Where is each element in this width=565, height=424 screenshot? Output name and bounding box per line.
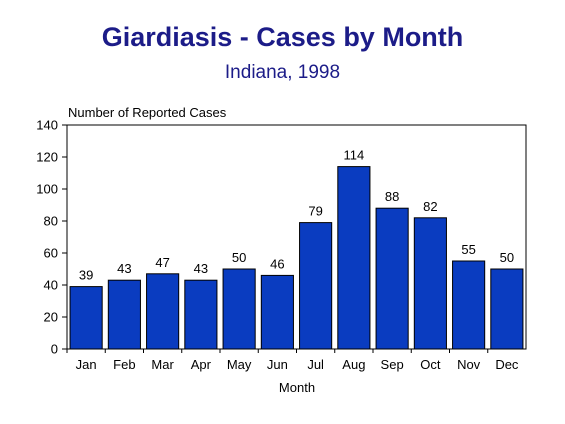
bar-jul: [299, 222, 333, 350]
bar-sep: [375, 207, 409, 350]
data-label-sep: 88: [385, 189, 399, 204]
x-tick-label-feb: Feb: [113, 357, 135, 372]
y-tick-label: 0: [51, 342, 58, 357]
data-label-oct: 82: [423, 199, 437, 214]
chart-subtitle: Indiana, 1998: [224, 62, 341, 83]
x-tick-label-may: May: [227, 357, 252, 372]
y-tick-label: 120: [36, 150, 58, 165]
x-axis-labels: Jan Feb Mar Apr May Jun Jul Aug Sep Oct Nov Dec: [66, 349, 519, 372]
data-label-may: 50: [232, 250, 246, 265]
bar-jan: [69, 286, 103, 350]
y-axis-title: Number of Reported Cases: [68, 105, 227, 120]
bar-nov: [452, 260, 486, 350]
x-tick-label-apr: Apr: [191, 357, 212, 372]
bar-may: [222, 268, 256, 350]
x-tick-label-jan: Jan: [76, 357, 97, 372]
y-tick-label: 80: [44, 214, 58, 229]
x-axis-title: Month: [279, 380, 315, 395]
x-tick-label-jul: Jul: [307, 357, 324, 372]
data-label-apr: 43: [194, 261, 208, 276]
x-tick-label-nov: Nov: [457, 357, 481, 372]
data-label-dec: 50: [500, 250, 514, 265]
y-tick-label: 140: [36, 118, 58, 133]
x-tick-label-sep: Sep: [381, 357, 404, 372]
bars-group: 39 43 47 43 50 46 79 114 88 82 55 50: [69, 148, 524, 350]
data-label-jan: 39: [79, 268, 93, 283]
y-axis-ticks: 0 20 40 60 80 100 120 140: [36, 118, 67, 357]
bar-apr: [184, 279, 218, 350]
x-tick-label-jun: Jun: [267, 357, 288, 372]
data-label-jun: 46: [270, 256, 284, 271]
x-tick-label-dec: Dec: [495, 357, 519, 372]
bar-mar: [146, 273, 180, 350]
data-label-jul: 79: [308, 204, 322, 219]
bar-feb: [107, 279, 141, 350]
chart-title: Giardiasis - Cases by Month: [101, 22, 464, 52]
y-tick-label: 60: [44, 246, 58, 261]
x-tick-label-aug: Aug: [342, 357, 365, 372]
x-tick-label-oct: Oct: [420, 357, 441, 372]
bar-jun: [260, 274, 294, 350]
bar-dec: [490, 268, 524, 350]
bar-aug: [337, 166, 371, 350]
data-label-aug: 114: [344, 148, 365, 163]
y-tick-label: 100: [36, 182, 58, 197]
data-label-mar: 47: [155, 255, 169, 270]
y-tick-label: 20: [44, 310, 58, 325]
bar-oct: [413, 217, 447, 350]
data-label-nov: 55: [461, 242, 475, 257]
data-label-feb: 43: [117, 261, 131, 276]
y-tick-label: 40: [44, 278, 58, 293]
x-tick-label-mar: Mar: [151, 357, 174, 372]
